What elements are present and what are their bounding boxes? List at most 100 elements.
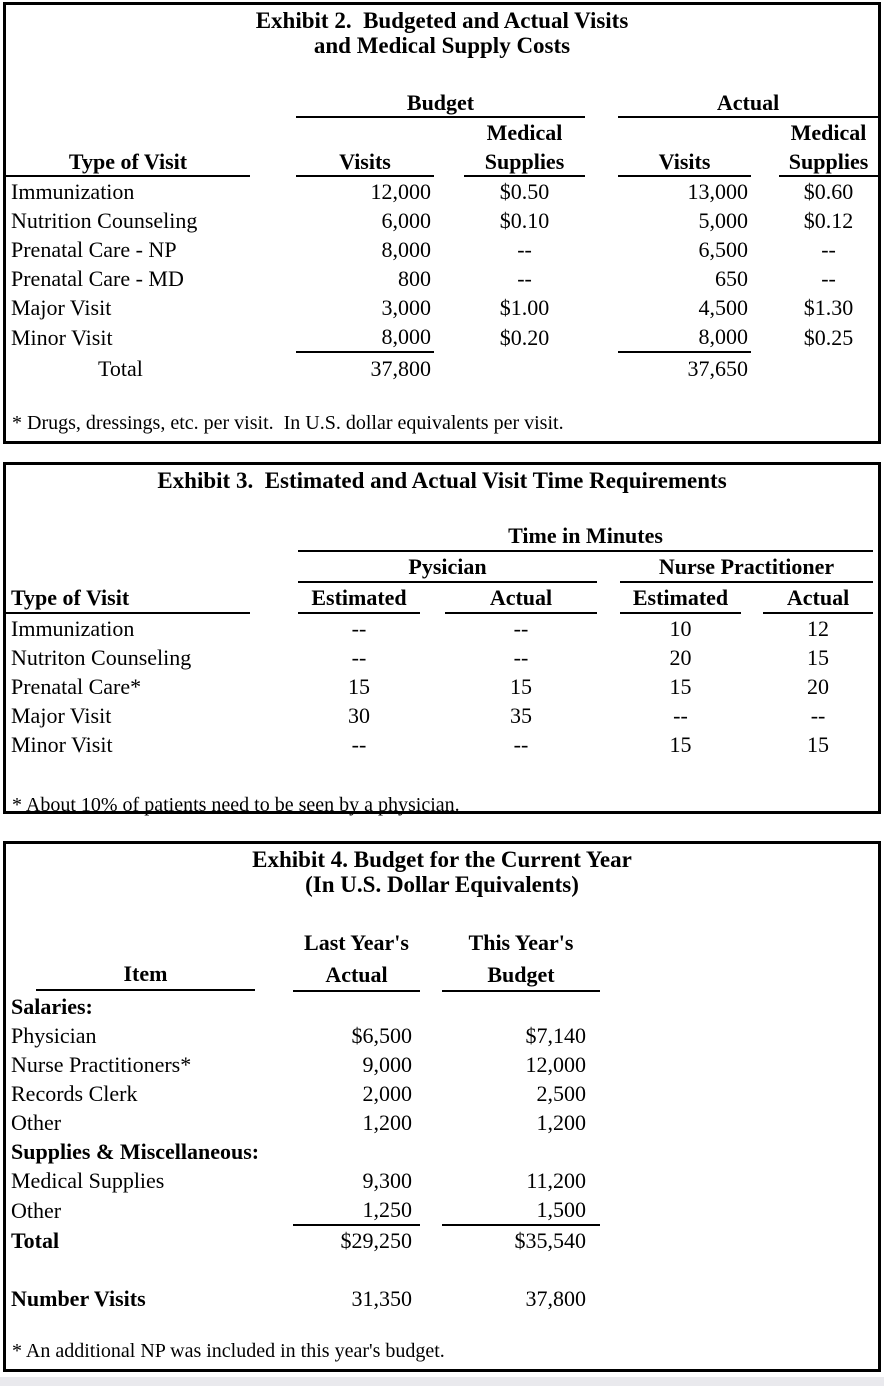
physician-estimated-value: -- [351,732,367,757]
budget-visits-value: 8,000 [381,324,432,349]
table-row: Prenatal Care - NP 8,000 -- 6,500 -- [6,235,878,264]
table-row: Prenatal Care - MD 800 -- 650 -- [6,264,878,293]
table-row: Physician $6,500 $7,140 [6,1021,878,1050]
visit-type-label: Prenatal Care - MD [11,266,184,291]
np-actual-value: 15 [807,645,830,670]
item-label: Other [11,1198,62,1223]
np-actual-value: -- [810,703,826,728]
np-estimated-value: 20 [669,645,692,670]
np-actual-value: 12 [807,616,830,641]
actual-supplies-value: $0.60 [803,179,854,204]
actual-medical-label: Medical [790,120,867,145]
this-year-value: 2,500 [536,1081,587,1106]
exhibit3-table: Time in Minutes Pysician Nurse Practitio… [6,522,878,759]
total-row: Total 37,800 37,650 [6,351,878,385]
actual-supplies-value: $0.12 [803,208,854,233]
table-row: Minor Visit -- -- 15 15 [6,730,878,759]
physician-estimated-value: 30 [348,703,370,728]
visit-type-label: Major Visit [11,295,112,320]
exhibit4-title-line1: Exhibit 4. Budget for the Current Year [252,847,632,872]
visit-type-label: Nutrition Counseling [11,208,198,233]
this-year-value: 12,000 [525,1052,587,1077]
table-row: Major Visit 30 35 -- -- [6,701,878,730]
total-actual-visits: 37,650 [618,351,752,385]
actual-supplies-value: -- [821,266,836,291]
item-header: Item [36,958,255,991]
last-year-value: 1,200 [362,1110,413,1135]
budget-supplies-value: $0.20 [499,325,550,350]
time-in-minutes-header: Time in Minutes [298,522,874,552]
np-estimated-value: -- [673,703,688,728]
physician-estimated-value: 15 [348,674,370,699]
exhibit4-box: Exhibit 4. Budget for the Current Year (I… [3,841,881,1372]
actual-supplies-header: Supplies [779,148,879,177]
this-year-value: 11,200 [526,1168,586,1193]
budget-visits-value: 3,000 [381,295,432,320]
actual-supplies-value: -- [821,237,836,262]
actual-supplies-value: $0.25 [803,325,854,350]
visit-type-label: Minor Visit [11,325,113,350]
this-year-value: 1,500 [536,1197,587,1222]
this-year-value: $7,140 [525,1023,587,1048]
visit-type-label: Major Visit [11,703,112,728]
physician-estimated-header: Estimated [298,582,420,614]
last-year-value: $6,500 [351,1023,413,1048]
visit-type-label: Minor Visit [11,732,113,757]
actual-visits-header: Visits [618,148,752,177]
total-label: Total [11,1228,60,1253]
item-label: Other [11,1110,62,1135]
last-year-value: 9,300 [362,1168,413,1193]
exhibit2-footnote: * Drugs, dressings, etc. per visit. In U… [12,412,564,434]
budget-visits-header: Visits [296,148,434,177]
exhibit2-title-line2: and Medical Supply Costs [313,33,571,58]
physician-actual-value: -- [513,616,529,641]
actual-visits-value: 4,500 [698,295,749,320]
nurse-practitioner-group-header: Nurse Practitioner [620,551,874,583]
budget-supplies-value: $0.10 [499,208,550,233]
physician-actual-header: Actual [445,582,597,614]
budget-supplies-value: -- [517,237,532,262]
physician-group-header: Pysician [298,551,597,583]
table-row: Immunization 12,000 $0.50 13,000 $0.60 [6,176,878,206]
exhibit4-table: Last Year's This Year's Item Actual Budg… [6,928,878,1313]
section-header-row: Supplies & Miscellaneous: [6,1137,878,1166]
actual-visits-value: 8,000 [698,324,749,349]
type-of-visit-header: Type of Visit [6,582,250,614]
np-estimated-value: 10 [669,616,692,641]
physician-actual-value: 35 [510,703,532,728]
budget-visits-value: 8,000 [381,237,432,262]
total-label: Total [98,356,143,381]
budget-visits-value: 12,000 [370,179,432,204]
visit-type-label: Nutriton Counseling [11,645,192,670]
table-row: Nurse Practitioners* 9,000 12,000 [6,1050,878,1079]
actual-header: Actual [293,958,420,992]
number-visits-last-year: 31,350 [351,1286,413,1311]
last-year-value: 1,250 [362,1197,413,1222]
np-actual-value: 20 [807,674,830,699]
exhibit3-footnote: * About 10% of patients need to be seen … [12,794,460,816]
page-edge-strip [0,1377,884,1386]
actual-supplies-value: $1.30 [803,295,854,320]
np-actual-value: 15 [807,732,830,757]
np-estimated-header: Estimated [620,582,741,614]
this-years-header: This Year's [468,930,574,955]
item-label: Physician [11,1023,97,1048]
table-row: Nutriton Counseling -- -- 20 15 [6,643,878,672]
exhibit4-title-line2: (In U.S. Dollar Equivalents) [305,872,579,897]
this-year-value: 1,200 [536,1110,587,1135]
exhibit2-box: Exhibit 2. Budgeted and Actual Visits and… [3,2,881,444]
np-estimated-value: 15 [669,732,692,757]
exhibit3-box: Exhibit 3. Estimated and Actual Visit Ti… [3,462,881,816]
actual-group-header: Actual [618,90,879,118]
actual-visits-value: 13,000 [687,179,749,204]
actual-visits-value: 650 [715,266,749,291]
exhibit3-title: Exhibit 3. Estimated and Actual Visit Ti… [157,468,727,493]
budget-visits-value: 6,000 [381,208,432,233]
table-row: Major Visit 3,000 $1.00 4,500 $1.30 [6,293,878,322]
exhibit4-footnote: * An additional NP was included in this … [12,1340,445,1362]
exhibit4-title: Exhibit 4. Budget for the Current Year (I… [6,847,878,897]
last-years-header: Last Year's [304,930,409,955]
table-row: Other 1,200 1,200 [6,1108,878,1137]
total-this-year: $35,540 [442,1224,600,1255]
total-budget-visits: 37,800 [296,351,434,385]
